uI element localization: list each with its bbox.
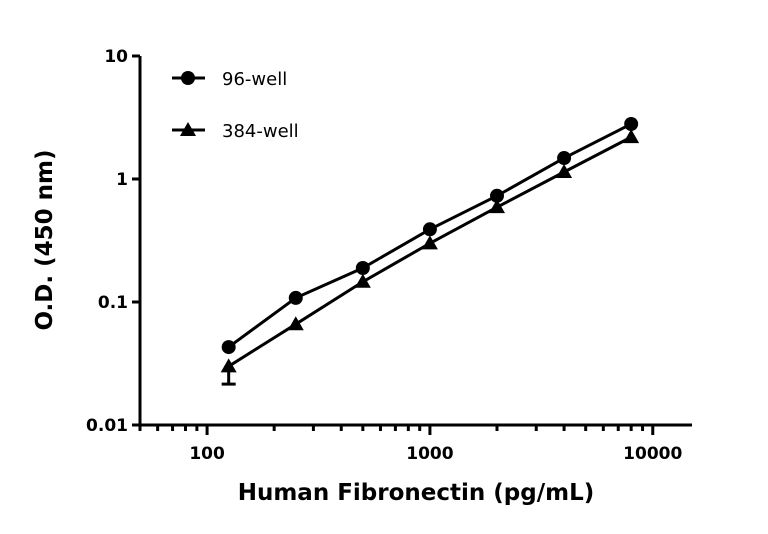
data-point-circle xyxy=(288,290,303,305)
data-point-circle xyxy=(355,260,370,275)
y-tick-label: 0.1 xyxy=(98,293,128,313)
data-point-circle xyxy=(221,340,236,355)
data-point-circle xyxy=(624,116,639,131)
x-tick-label: 10000 xyxy=(623,444,682,464)
data-marks xyxy=(220,116,640,386)
data-point-circle xyxy=(490,188,505,203)
data-point-circle xyxy=(422,222,437,237)
legend-marker-triangle xyxy=(180,122,196,136)
y-axis-label: O.D. (450 nm) xyxy=(32,149,58,330)
x-tick-label: 1000 xyxy=(406,444,453,464)
x-axis-label: Human Fibronectin (pg/mL) xyxy=(238,480,595,506)
axes: 100 1000 10000 0.01 0.1 1 10 xyxy=(86,47,692,464)
data-point-triangle xyxy=(489,199,506,214)
legend-label-384-well: 384-well xyxy=(222,121,299,142)
x-tick-label: 100 xyxy=(189,444,225,464)
data-point-triangle xyxy=(421,235,438,250)
series-line-384-well xyxy=(227,135,632,368)
data-point-triangle xyxy=(287,316,304,331)
legend: 96-well 384-well xyxy=(172,69,299,142)
data-point-triangle xyxy=(623,129,640,144)
legend-label-96-well: 96-well xyxy=(222,69,287,90)
y-tick-label: 1 xyxy=(116,170,128,190)
data-point-triangle xyxy=(354,273,371,288)
data-point-triangle xyxy=(556,164,573,179)
y-tick-label: 10 xyxy=(104,47,128,67)
legend-marker-circle xyxy=(181,71,195,85)
data-point-circle xyxy=(557,151,572,166)
y-tick-label: 0.01 xyxy=(86,416,128,436)
data-point-triangle xyxy=(220,358,237,373)
